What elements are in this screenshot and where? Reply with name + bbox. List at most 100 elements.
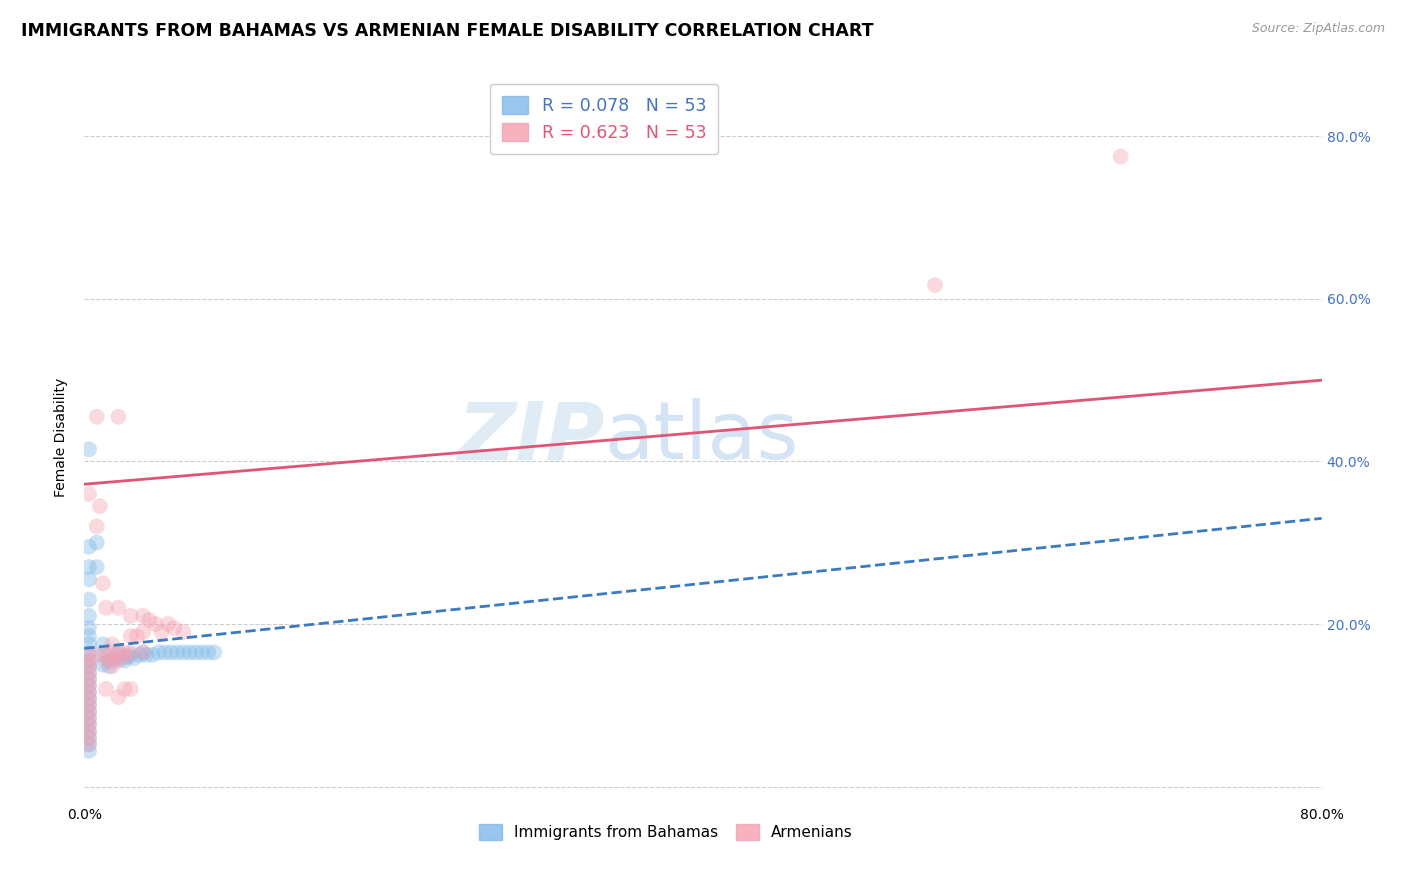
- Point: [132, 625, 155, 640]
- Point: [89, 499, 111, 513]
- Point: [77, 648, 100, 662]
- Point: [77, 744, 100, 758]
- Point: [77, 698, 100, 713]
- Point: [197, 645, 219, 659]
- Point: [114, 681, 136, 696]
- Point: [129, 648, 152, 662]
- Point: [77, 572, 100, 586]
- Point: [77, 540, 100, 554]
- Point: [77, 487, 100, 501]
- Point: [98, 659, 121, 673]
- Point: [120, 681, 142, 696]
- Point: [77, 659, 100, 673]
- Point: [77, 698, 100, 713]
- Point: [120, 629, 142, 643]
- Point: [94, 654, 117, 668]
- Point: [184, 645, 207, 659]
- Point: [160, 645, 183, 659]
- Point: [153, 645, 176, 659]
- Point: [114, 654, 136, 668]
- Point: [77, 724, 100, 739]
- Point: [77, 442, 100, 457]
- Point: [91, 648, 114, 662]
- Point: [117, 649, 139, 664]
- Point: [107, 409, 129, 424]
- Point: [107, 600, 129, 615]
- Point: [77, 665, 100, 680]
- Point: [77, 629, 100, 643]
- Point: [132, 608, 155, 623]
- Point: [91, 657, 114, 672]
- Point: [91, 637, 114, 651]
- Point: [107, 645, 129, 659]
- Point: [77, 705, 100, 719]
- Point: [77, 731, 100, 745]
- Point: [77, 718, 100, 732]
- Point: [77, 705, 100, 719]
- Text: Source: ZipAtlas.com: Source: ZipAtlas.com: [1251, 22, 1385, 36]
- Point: [86, 560, 108, 574]
- Point: [86, 535, 108, 549]
- Point: [77, 691, 100, 706]
- Text: atlas: atlas: [605, 398, 799, 476]
- Point: [98, 654, 121, 668]
- Point: [77, 685, 100, 699]
- Point: [191, 645, 214, 659]
- Point: [77, 718, 100, 732]
- Point: [101, 637, 124, 651]
- Point: [163, 621, 186, 635]
- Point: [166, 645, 188, 659]
- Point: [94, 600, 117, 615]
- Point: [101, 659, 124, 673]
- Point: [101, 654, 124, 668]
- Point: [924, 278, 946, 293]
- Point: [77, 711, 100, 725]
- Point: [110, 651, 132, 665]
- Point: [172, 645, 194, 659]
- Text: ZIP: ZIP: [457, 398, 605, 476]
- Point: [77, 679, 100, 693]
- Point: [125, 629, 148, 643]
- Point: [114, 645, 136, 659]
- Point: [94, 648, 117, 662]
- Point: [77, 691, 100, 706]
- Point: [77, 645, 100, 659]
- Point: [145, 617, 167, 632]
- Point: [120, 648, 142, 662]
- Point: [101, 645, 124, 659]
- Point: [1109, 150, 1132, 164]
- Point: [77, 737, 100, 751]
- Point: [107, 654, 129, 668]
- Point: [77, 673, 100, 687]
- Point: [77, 731, 100, 745]
- Point: [77, 711, 100, 725]
- Point: [86, 409, 108, 424]
- Point: [77, 679, 100, 693]
- Point: [77, 685, 100, 699]
- Point: [150, 625, 173, 640]
- Y-axis label: Female Disability: Female Disability: [55, 377, 69, 497]
- Point: [94, 681, 117, 696]
- Point: [77, 724, 100, 739]
- Point: [77, 737, 100, 751]
- Point: [86, 648, 108, 662]
- Point: [132, 645, 155, 659]
- Point: [122, 651, 145, 665]
- Point: [120, 608, 142, 623]
- Point: [104, 651, 127, 665]
- Point: [77, 659, 100, 673]
- Point: [138, 613, 160, 627]
- Legend: Immigrants from Bahamas, Armenians: Immigrants from Bahamas, Armenians: [472, 818, 859, 847]
- Point: [156, 617, 179, 632]
- Point: [86, 519, 108, 533]
- Point: [141, 648, 163, 662]
- Point: [107, 690, 129, 705]
- Point: [172, 625, 194, 640]
- Point: [114, 649, 136, 664]
- Point: [179, 645, 201, 659]
- Point: [77, 637, 100, 651]
- Point: [132, 645, 155, 659]
- Point: [77, 592, 100, 607]
- Point: [135, 648, 157, 662]
- Point: [77, 621, 100, 635]
